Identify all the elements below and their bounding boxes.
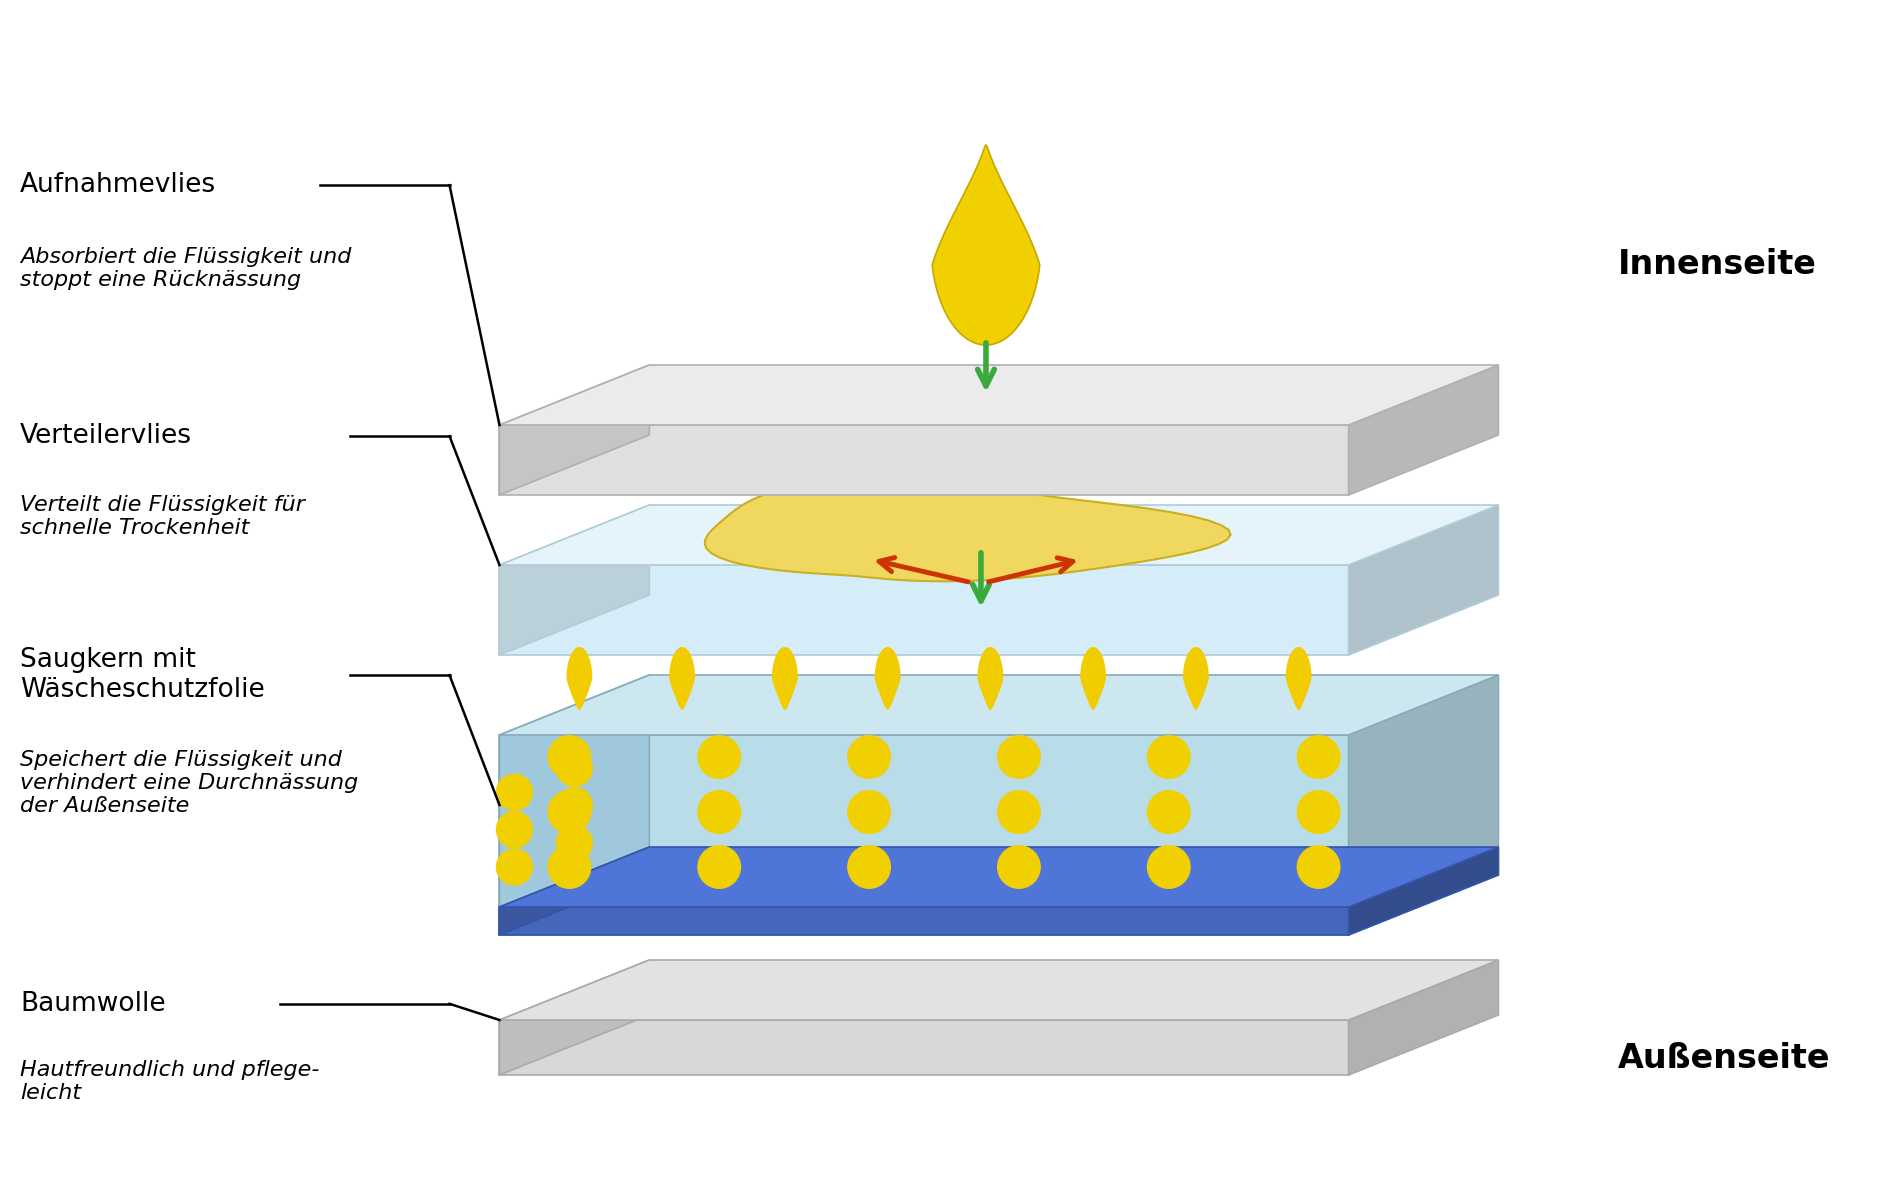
Polygon shape: [1349, 847, 1498, 934]
Circle shape: [697, 735, 742, 779]
Polygon shape: [932, 145, 1040, 345]
Polygon shape: [499, 960, 1498, 1021]
Circle shape: [1296, 790, 1340, 834]
Polygon shape: [499, 675, 1498, 735]
Circle shape: [847, 845, 890, 889]
Polygon shape: [772, 646, 797, 710]
Polygon shape: [1349, 364, 1498, 495]
Polygon shape: [875, 646, 900, 710]
Polygon shape: [977, 646, 1004, 710]
Polygon shape: [499, 907, 1349, 934]
Text: Außenseite: Außenseite: [1619, 1042, 1832, 1076]
Polygon shape: [499, 505, 649, 655]
Polygon shape: [1349, 960, 1498, 1076]
Circle shape: [556, 749, 592, 786]
Text: Verteilervlies: Verteilervlies: [21, 423, 192, 449]
Text: Absorbiert die Flüssigkeit und
stoppt eine Rücknässung: Absorbiert die Flüssigkeit und stoppt ei…: [21, 247, 351, 290]
Circle shape: [847, 735, 890, 779]
Circle shape: [1146, 790, 1190, 834]
Polygon shape: [499, 847, 1498, 907]
Polygon shape: [499, 565, 1349, 655]
Text: Aufnahmevlies: Aufnahmevlies: [21, 172, 216, 198]
Polygon shape: [499, 364, 649, 495]
Circle shape: [556, 825, 592, 862]
Circle shape: [847, 790, 890, 834]
Circle shape: [996, 790, 1040, 834]
Circle shape: [495, 773, 533, 811]
Text: Verteilt die Flüssigkeit für
schnelle Trockenheit: Verteilt die Flüssigkeit für schnelle Tr…: [21, 495, 306, 538]
Polygon shape: [499, 735, 1349, 934]
Polygon shape: [1349, 675, 1498, 934]
Circle shape: [556, 786, 592, 825]
Text: Hautfreundlich und pflege-
leicht: Hautfreundlich und pflege- leicht: [21, 1060, 319, 1103]
Text: Speichert die Flüssigkeit und
verhindert eine Durchnässung
der Außenseite: Speichert die Flüssigkeit und verhindert…: [21, 749, 359, 816]
Text: Baumwolle: Baumwolle: [21, 991, 165, 1017]
Polygon shape: [499, 425, 1349, 495]
Text: Innenseite: Innenseite: [1619, 249, 1816, 282]
Circle shape: [697, 790, 742, 834]
Circle shape: [547, 845, 592, 889]
Polygon shape: [499, 847, 649, 934]
Circle shape: [1296, 735, 1340, 779]
Polygon shape: [1080, 646, 1107, 710]
Polygon shape: [499, 960, 649, 1076]
Polygon shape: [1349, 505, 1498, 655]
Circle shape: [1146, 845, 1190, 889]
Polygon shape: [499, 1021, 1349, 1076]
Circle shape: [996, 735, 1040, 779]
Circle shape: [1296, 845, 1340, 889]
Polygon shape: [1285, 646, 1312, 710]
Polygon shape: [670, 646, 695, 710]
Polygon shape: [499, 364, 1498, 425]
Circle shape: [996, 845, 1040, 889]
Polygon shape: [1182, 646, 1209, 710]
Polygon shape: [499, 505, 1498, 565]
Polygon shape: [704, 476, 1230, 581]
Polygon shape: [566, 646, 592, 710]
Polygon shape: [499, 675, 649, 934]
Text: Saugkern mit
Wäscheschutzfolie: Saugkern mit Wäscheschutzfolie: [21, 648, 264, 703]
Circle shape: [697, 845, 742, 889]
Circle shape: [547, 735, 592, 779]
Circle shape: [547, 790, 592, 834]
Circle shape: [495, 848, 533, 885]
Circle shape: [1146, 735, 1190, 779]
Circle shape: [495, 811, 533, 848]
